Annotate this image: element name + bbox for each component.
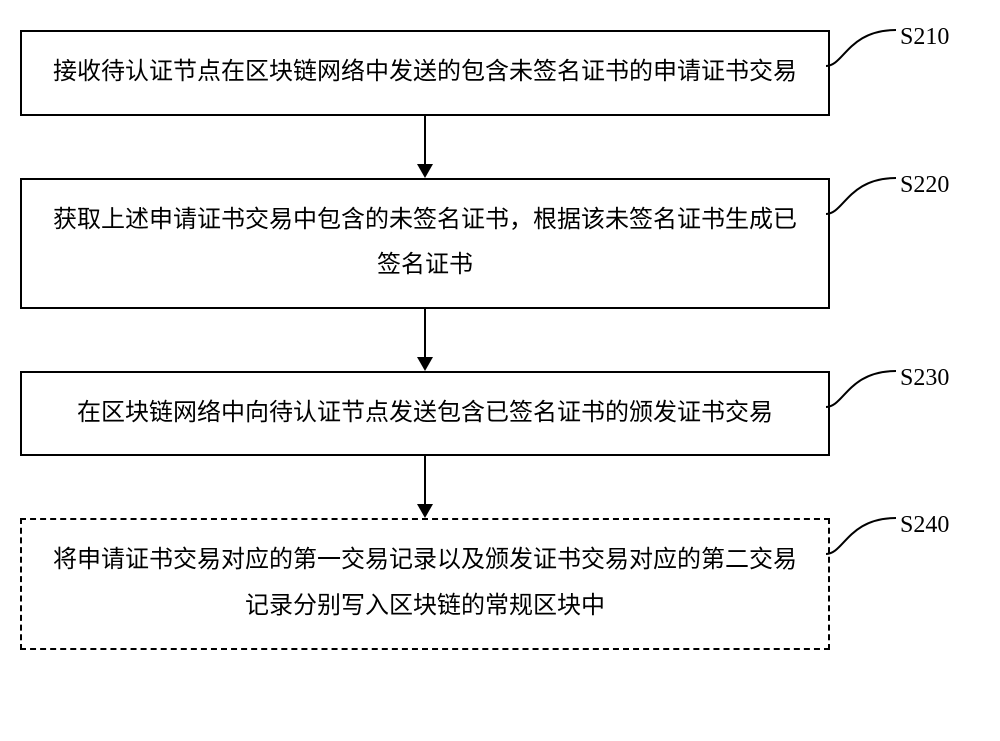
step-label-s220: S220 — [900, 172, 949, 199]
arrow-wrap-1 — [20, 116, 830, 178]
arrow-down-icon — [415, 456, 435, 518]
curve-icon — [824, 367, 902, 411]
label-wrap-s220: S220 — [830, 178, 980, 238]
label-wrap-s240: S240 — [830, 518, 980, 578]
step-box-s230: 在区块链网络中向待认证节点发送包含已签名证书的颁发证书交易 — [20, 371, 830, 457]
step-row-s220: 获取上述申请证书交易中包含的未签名证书，根据该未签名证书生成已签名证书 S220 — [20, 178, 980, 309]
flowchart-container: 接收待认证节点在区块链网络中发送的包含未签名证书的申请证书交易 S210 获取上… — [20, 30, 980, 650]
step-row-s230: 在区块链网络中向待认证节点发送包含已签名证书的颁发证书交易 S230 — [20, 371, 980, 457]
curve-icon — [824, 174, 902, 218]
step-text-s210: 接收待认证节点在区块链网络中发送的包含未签名证书的申请证书交易 — [52, 50, 798, 96]
step-label-s210: S210 — [900, 24, 949, 51]
step-text-s230: 在区块链网络中向待认证节点发送包含已签名证书的颁发证书交易 — [52, 391, 798, 437]
step-row-s240: 将申请证书交易对应的第一交易记录以及颁发证书交易对应的第二交易记录分别写入区块链… — [20, 518, 980, 649]
arrow-down-icon — [415, 116, 435, 178]
step-box-s220: 获取上述申请证书交易中包含的未签名证书，根据该未签名证书生成已签名证书 — [20, 178, 830, 309]
arrow-down-icon — [415, 309, 435, 371]
step-row-s210: 接收待认证节点在区块链网络中发送的包含未签名证书的申请证书交易 S210 — [20, 30, 980, 116]
label-wrap-s230: S230 — [830, 371, 980, 431]
step-text-s240: 将申请证书交易对应的第一交易记录以及颁发证书交易对应的第二交易记录分别写入区块链… — [52, 538, 798, 629]
step-box-s210: 接收待认证节点在区块链网络中发送的包含未签名证书的申请证书交易 — [20, 30, 830, 116]
arrow-wrap-2 — [20, 309, 830, 371]
curve-icon — [824, 514, 902, 558]
step-label-s240: S240 — [900, 512, 949, 539]
curve-icon — [824, 26, 902, 70]
step-label-s230: S230 — [900, 365, 949, 392]
step-text-s220: 获取上述申请证书交易中包含的未签名证书，根据该未签名证书生成已签名证书 — [52, 198, 798, 289]
arrow-wrap-3 — [20, 456, 830, 518]
step-box-s240: 将申请证书交易对应的第一交易记录以及颁发证书交易对应的第二交易记录分别写入区块链… — [20, 518, 830, 649]
label-wrap-s210: S210 — [830, 30, 980, 90]
